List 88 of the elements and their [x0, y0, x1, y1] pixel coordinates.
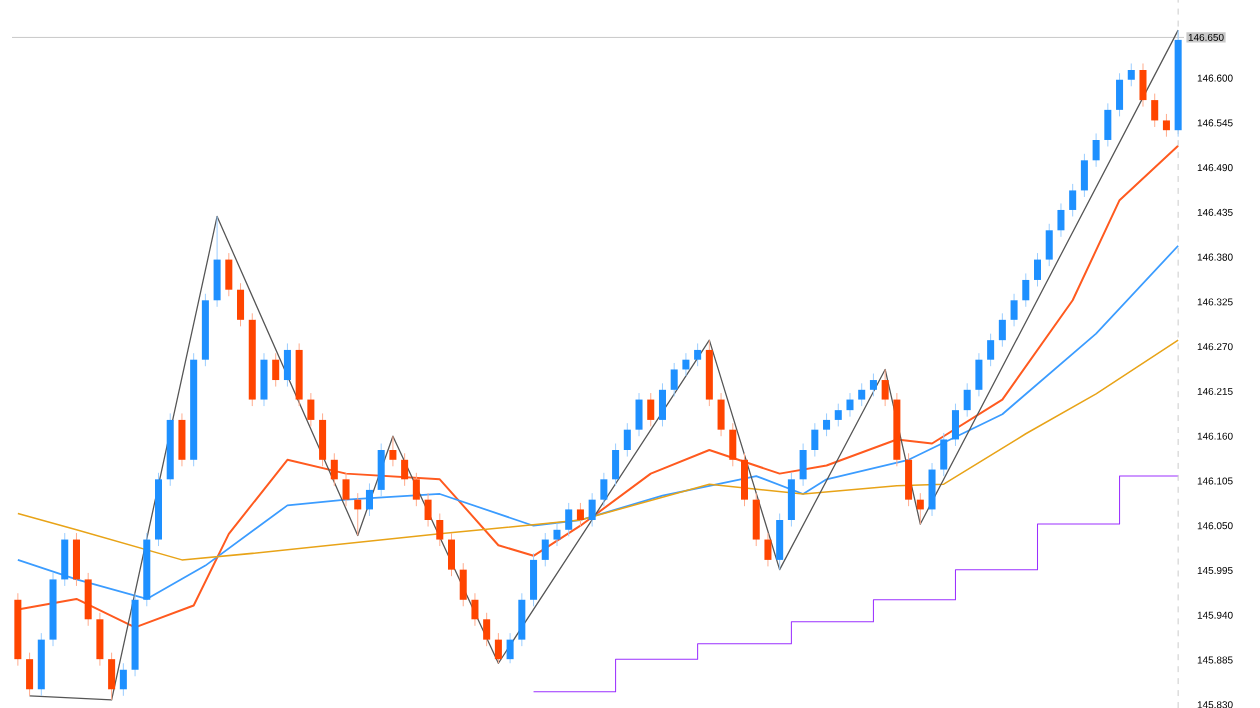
candlestick — [764, 532, 772, 567]
candlestick — [635, 392, 643, 437]
candlestick — [658, 382, 666, 427]
candlestick — [834, 403, 842, 427]
candlestick — [494, 632, 502, 664]
candlestick — [225, 252, 233, 297]
candlestick — [787, 472, 795, 528]
line-series — [16, 244, 1180, 600]
candlestick — [401, 452, 409, 487]
candlestick — [447, 532, 456, 577]
candlestick — [108, 652, 116, 701]
candlestick — [342, 472, 350, 507]
candlestick — [272, 352, 280, 388]
candlestick — [84, 572, 92, 627]
candlestick — [916, 492, 924, 525]
candlestick — [1045, 223, 1053, 267]
candlestick — [647, 392, 655, 427]
candlestick — [729, 422, 737, 467]
candlestick — [283, 342, 291, 388]
candlestick — [96, 612, 104, 667]
candlestick — [869, 373, 877, 397]
candlestick — [799, 443, 807, 487]
candlestick — [846, 392, 854, 418]
candlestick — [565, 502, 573, 537]
candlestick — [975, 352, 983, 397]
candlestick — [330, 452, 338, 487]
candlestick — [963, 382, 971, 418]
candlestick — [1022, 272, 1030, 308]
candlestick — [1010, 293, 1018, 327]
candlestick — [987, 333, 995, 367]
candlestick — [1162, 113, 1170, 138]
candlestick — [354, 492, 362, 536]
candlestick — [26, 652, 34, 697]
candlestick — [365, 482, 373, 517]
candlestick — [717, 392, 725, 437]
candlestick — [506, 632, 514, 664]
candlestick — [213, 215, 221, 308]
candlestick — [377, 443, 385, 497]
candlestick — [928, 462, 936, 517]
candlestick — [178, 412, 186, 467]
candlestick — [623, 422, 631, 458]
candlestick — [260, 352, 268, 407]
candlestick — [811, 422, 819, 458]
candlestick — [518, 592, 526, 647]
candlestick — [436, 513, 444, 547]
candlestick — [1069, 183, 1077, 217]
candlestick — [940, 432, 948, 477]
candlestick — [823, 412, 831, 437]
candlestick — [72, 532, 80, 587]
candlestick — [600, 472, 608, 507]
candlestick — [541, 532, 549, 567]
candlestick — [858, 382, 866, 407]
candlestick — [881, 368, 889, 407]
candlestick — [752, 492, 760, 547]
candlestick — [471, 592, 479, 627]
candlestick — [670, 362, 678, 397]
candlestick — [951, 403, 959, 447]
candlestick — [612, 443, 620, 487]
candlestick — [424, 492, 432, 528]
candlestick — [694, 342, 702, 367]
candlestick — [1127, 62, 1135, 87]
candlestick — [61, 532, 69, 587]
candlestick — [119, 662, 127, 697]
candlestick — [576, 502, 584, 528]
candlestick — [1104, 102, 1112, 147]
candlestick — [682, 352, 690, 377]
candlestick — [319, 412, 327, 467]
candlestick — [905, 452, 913, 507]
candlestick — [483, 612, 491, 647]
candlestick — [530, 552, 538, 607]
candlestick — [237, 282, 245, 327]
candlestick — [740, 452, 749, 507]
candlestick — [1033, 252, 1042, 287]
candlestick — [776, 513, 784, 571]
candlestick — [307, 392, 315, 427]
candlestick — [1092, 132, 1100, 168]
line-series — [28, 29, 1179, 701]
candlestick — [1116, 72, 1124, 117]
candlestick — [412, 472, 420, 507]
candlestick — [1151, 93, 1159, 128]
candlestick — [1139, 62, 1147, 108]
candlestick — [459, 562, 467, 607]
candlestick — [389, 435, 397, 467]
candlestick — [553, 522, 561, 547]
candlestick — [588, 492, 596, 528]
candlestick — [1080, 153, 1088, 198]
candlestick — [1057, 202, 1065, 238]
candlestick — [998, 312, 1006, 348]
